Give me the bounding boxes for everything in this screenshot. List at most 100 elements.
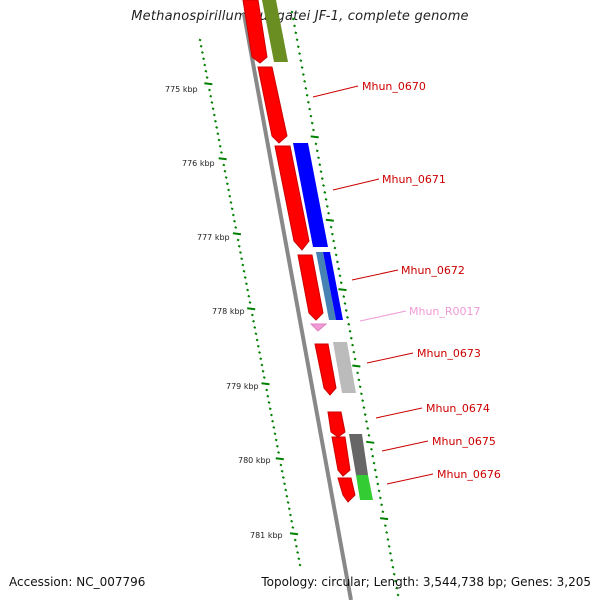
minor-tick — [304, 86, 308, 90]
minor-tick — [208, 88, 211, 92]
minor-tick — [214, 119, 217, 123]
minor-tick — [209, 94, 213, 98]
minor-tick — [362, 406, 366, 410]
label-leaders — [312, 85, 434, 485]
minor-tick — [275, 444, 279, 448]
scale-label: 776 kbp — [182, 159, 215, 168]
minor-tick — [363, 413, 367, 416]
minor-tick — [308, 107, 312, 111]
minor-tick — [291, 17, 295, 21]
cds-feature-mhun-0673[interactable] — [314, 343, 337, 396]
minor-tick — [312, 128, 315, 132]
minor-tick — [383, 524, 387, 527]
genome-backbone — [242, 13, 353, 600]
trna-feature-mhun-r0017[interactable] — [309, 323, 328, 332]
minor-tick — [223, 169, 227, 173]
minor-tick — [289, 513, 292, 517]
minor-tick — [310, 121, 314, 125]
minor-tick — [365, 420, 368, 423]
leader-mhun-0672 — [351, 269, 399, 281]
gene-label-mhun-0671[interactable]: Mhun_0671 — [382, 173, 446, 186]
minor-tick — [344, 309, 348, 312]
minor-tick — [301, 73, 305, 76]
minor-tick — [290, 519, 294, 523]
cog-feature-mhun-0672-b[interactable] — [323, 252, 343, 320]
minor-tick — [233, 219, 236, 223]
minor-tick — [225, 182, 229, 186]
minor-tick — [318, 163, 322, 167]
minor-tick — [250, 313, 254, 317]
minor-tick — [216, 132, 220, 136]
minor-tick — [254, 332, 258, 336]
minor-tick — [294, 544, 298, 548]
leader-mhun-0675 — [381, 440, 429, 452]
gene-label-mhun-0676[interactable]: Mhun_0676 — [437, 468, 501, 481]
cog-feature-mhun-0673[interactable] — [333, 342, 356, 393]
gene-label-mhun-0675[interactable]: Mhun_0675 — [432, 435, 496, 448]
minor-tick — [252, 319, 256, 323]
minor-tick — [347, 322, 351, 326]
cog-feature-mhun-0676[interactable] — [356, 475, 373, 500]
minor-tick — [284, 488, 288, 492]
major-tick — [366, 440, 375, 444]
minor-tick — [293, 538, 297, 542]
minor-tick — [234, 226, 238, 229]
minor-tick — [392, 572, 396, 576]
gene-label-mhun-0674[interactable]: Mhun_0674 — [426, 402, 490, 415]
major-tick — [218, 157, 227, 161]
minor-tick — [248, 301, 252, 304]
minor-tick — [358, 385, 362, 389]
major-tick — [275, 457, 284, 461]
minor-tick — [298, 563, 302, 567]
gene-label-mhun-0672[interactable]: Mhun_0672 — [401, 264, 465, 277]
gene-label-mhun-0670[interactable]: Mhun_0670 — [362, 80, 426, 93]
minor-tick — [262, 376, 266, 379]
cds-feature-mhun-0674[interactable] — [327, 411, 346, 438]
minor-tick — [323, 191, 327, 194]
minor-tick — [239, 251, 242, 254]
minor-tick — [211, 107, 215, 111]
gene-label-mhun-0673[interactable]: Mhun_0673 — [417, 347, 481, 360]
minor-tick — [317, 156, 320, 160]
cog-feature-mhun-0671[interactable] — [293, 143, 328, 247]
minor-tick — [212, 113, 216, 117]
cds-feature-mhun-0675[interactable] — [331, 436, 351, 477]
minor-tick — [385, 531, 389, 534]
major-tick — [338, 288, 347, 292]
minor-tick — [371, 454, 375, 458]
minor-tick — [255, 338, 259, 342]
minor-tick — [297, 557, 301, 561]
minor-tick — [391, 565, 395, 569]
gene-label-mhun-r0017[interactable]: Mhun_R0017 — [409, 305, 481, 318]
cds-feature-mhun-0670[interactable] — [257, 66, 288, 144]
minor-tick — [266, 394, 270, 398]
cog-feature[interactable] — [262, 0, 288, 62]
minor-tick — [376, 482, 380, 486]
accession-label: Accession: NC_007796 — [9, 575, 146, 589]
cds-feature-mhun-0676[interactable] — [337, 477, 356, 503]
minor-tick — [333, 246, 337, 250]
cds-feature-mhun-0671[interactable] — [274, 145, 310, 251]
minor-tick — [306, 100, 310, 104]
leader-mhun-0670 — [312, 85, 359, 98]
minor-tick — [210, 101, 214, 104]
minor-tick — [260, 363, 264, 367]
inner-tick-ring — [198, 38, 302, 567]
minor-tick — [231, 213, 235, 217]
cds-feature[interactable] — [242, 0, 268, 64]
minor-tick — [287, 507, 291, 511]
scale-label: 779 kbp — [226, 382, 259, 391]
minor-tick — [267, 401, 271, 404]
scale-labels: 775 kbp 776 kbp 777 kbp 778 kbp 779 kbp … — [165, 85, 283, 540]
minor-tick — [217, 138, 221, 142]
major-tick — [261, 382, 270, 386]
cog-feature-mhun-0675[interactable] — [349, 434, 368, 475]
minor-tick — [377, 489, 381, 493]
cds-feature-mhun-0672[interactable] — [297, 254, 324, 321]
minor-tick — [315, 149, 319, 153]
minor-tick — [324, 197, 328, 201]
cog-feature-mhun-0672-a[interactable] — [316, 252, 336, 320]
minor-tick — [356, 371, 360, 375]
minor-tick — [327, 211, 331, 215]
